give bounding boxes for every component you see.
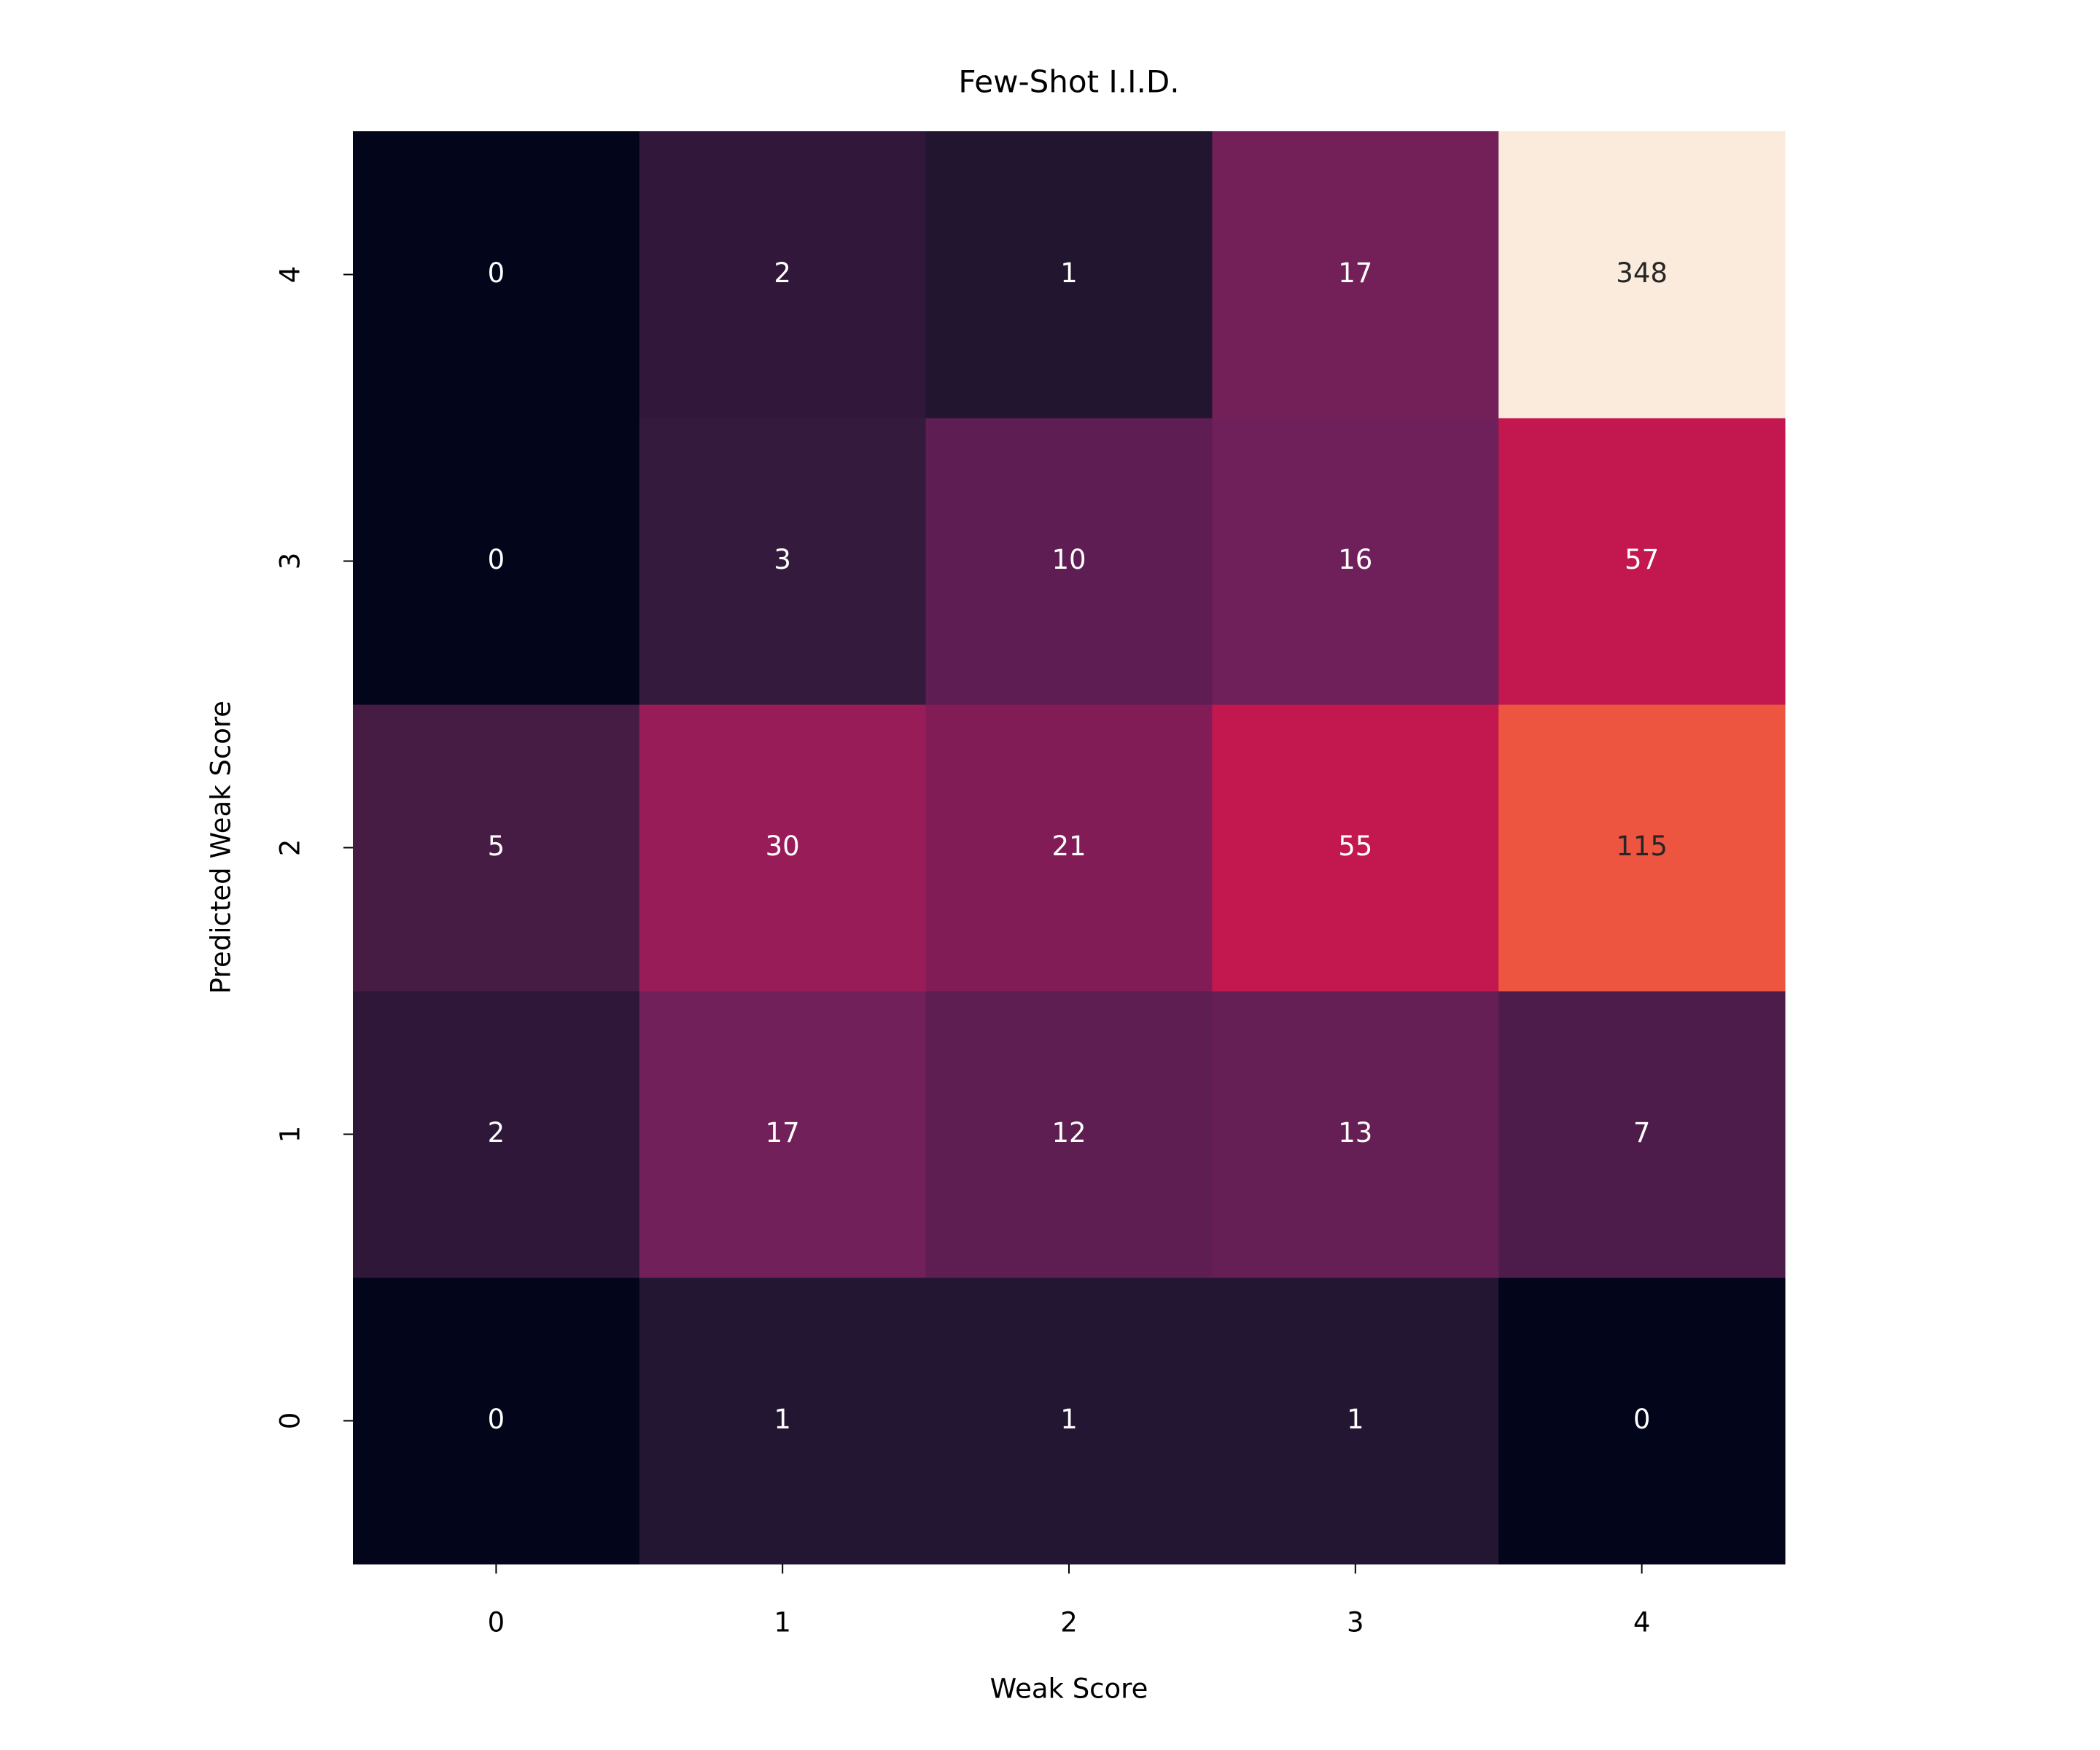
cell-label: 0: [488, 544, 505, 575]
cell-label: 10: [1051, 544, 1086, 575]
x-tick-label: 0: [488, 1607, 505, 1638]
y-tick-label: 2: [275, 839, 306, 857]
cell-label: 3: [774, 544, 791, 575]
cell-label: 1: [774, 1404, 791, 1435]
cell-label: 115: [1616, 831, 1668, 862]
heatmap-cell: [1212, 704, 1499, 992]
heatmap-cell: [925, 704, 1213, 992]
heatmap-cell: [1212, 131, 1499, 419]
heatmap-cell: [353, 418, 640, 705]
heatmap-cell: [925, 1278, 1213, 1565]
cell-label: 5: [488, 831, 505, 862]
heatmap-cell: [1498, 704, 1786, 992]
cell-label: 2: [488, 1117, 505, 1148]
cell-label: 57: [1625, 544, 1659, 575]
heatmap-cell: [639, 704, 927, 992]
heatmap-cell: [925, 131, 1213, 419]
heatmap-cell: [639, 991, 927, 1278]
heatmap-cell: [1498, 1278, 1786, 1565]
x-axis-label: Weak Score: [990, 1673, 1148, 1705]
heatmap-cell: [1212, 418, 1499, 705]
x-tick-label: 2: [1060, 1607, 1078, 1638]
cell-label: 2: [774, 257, 791, 289]
x-tick-label: 3: [1347, 1607, 1364, 1638]
heatmap-cell: [1212, 1278, 1499, 1565]
cell-label: 30: [766, 831, 800, 862]
cell-label: 1: [1060, 257, 1078, 289]
cell-label: 17: [766, 1117, 800, 1148]
y-tick-label: 3: [275, 553, 306, 570]
chart-title: Few-Shot I.I.D.: [958, 64, 1179, 100]
y-tick-label: 4: [275, 266, 306, 284]
heatmap-cell: [1498, 991, 1786, 1278]
heatmap-cell: [353, 704, 640, 992]
cell-label: 16: [1338, 544, 1372, 575]
cell-label: 12: [1051, 1117, 1086, 1148]
y-axis-label: Predicted Weak Score: [206, 701, 237, 994]
heatmap-cell: [353, 991, 640, 1278]
cell-label: 55: [1338, 831, 1372, 862]
heatmap-cell: [925, 991, 1213, 1278]
cell-label: 0: [488, 257, 505, 289]
heatmap-cell: [925, 418, 1213, 705]
cell-label: 7: [1633, 1117, 1651, 1148]
heatmap-cell: [1498, 418, 1786, 705]
y-tick-label: 1: [275, 1126, 306, 1143]
cell-label: 0: [1633, 1404, 1651, 1435]
heatmap-cell: [1212, 991, 1499, 1278]
heatmap-cell: [1498, 131, 1786, 419]
heatmap-cell: [353, 131, 640, 419]
x-tick-label: 4: [1633, 1607, 1651, 1638]
cell-label: 21: [1051, 831, 1086, 862]
heatmap-cell: [639, 131, 927, 419]
cell-label: 0: [488, 1404, 505, 1435]
cell-label: 348: [1616, 257, 1668, 289]
heatmap-cell: [639, 418, 927, 705]
heatmap-cell: [639, 1278, 927, 1565]
cell-label: 17: [1338, 257, 1372, 289]
cell-label: 1: [1347, 1404, 1364, 1435]
cell-label: 1: [1060, 1404, 1078, 1435]
cell-label: 13: [1338, 1117, 1372, 1148]
x-tick-label: 1: [774, 1607, 791, 1638]
heatmap-cell: [353, 1278, 640, 1565]
y-tick-label: 0: [275, 1412, 306, 1430]
